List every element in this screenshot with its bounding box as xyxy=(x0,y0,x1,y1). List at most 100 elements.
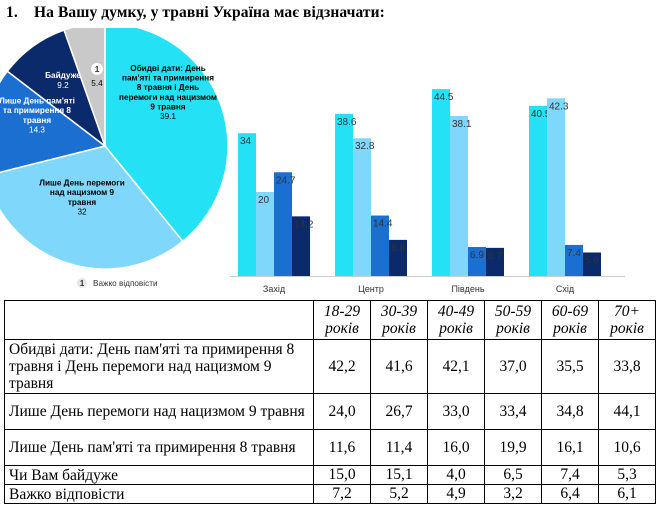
data-label: 14.2 xyxy=(294,219,314,230)
table-row: Лише День перемоги над нацизмом 9 травня… xyxy=(4,393,656,430)
legend-marker xyxy=(91,63,103,75)
data-label: 38.1 xyxy=(452,119,472,130)
question-number: 1. xyxy=(6,4,18,21)
bar xyxy=(256,192,274,276)
data-label: 32.8 xyxy=(355,141,375,152)
bar xyxy=(529,105,547,277)
table-cell: 11,4 xyxy=(370,429,428,466)
table-cell: 33,0 xyxy=(427,393,485,430)
table-cell: 42,2 xyxy=(313,339,371,394)
bar-chart: 34 20 24.7 14.2 Захід 38.6 32.8 14.4 8.6 Центр 44.… xyxy=(230,89,625,294)
pie-label: Лише День перемоги xyxy=(39,179,125,188)
table-header-cell: 30-39 років xyxy=(370,300,428,340)
table-cell: 4,9 xyxy=(427,484,485,504)
bar xyxy=(389,239,407,276)
table-cell: 33,8 xyxy=(598,339,656,394)
table-cell: 15,0 xyxy=(313,465,371,485)
table-cell: 4,0 xyxy=(427,465,485,485)
pie-value: 5.4 xyxy=(91,79,103,88)
question-title: 1. На Вашу думку, у травні Україна має ві… xyxy=(6,4,385,22)
x-tick-label: Схід xyxy=(556,284,575,294)
table-cell: 37,0 xyxy=(484,339,542,394)
data-label: 44.5 xyxy=(434,92,454,103)
row-label: Важко відповісти xyxy=(4,484,314,504)
row-label: Чи Вам байдуже xyxy=(4,465,314,485)
table-row: Обидві дати: День пам'яті та примирення … xyxy=(4,339,656,394)
data-label: 40.5 xyxy=(531,109,551,120)
data-label: 6.9 xyxy=(470,250,484,261)
pie-label: травня xyxy=(68,198,97,207)
bar xyxy=(565,244,583,276)
table-cell: 34,8 xyxy=(541,393,599,430)
bar xyxy=(468,247,486,276)
table-cell: 41,6 xyxy=(370,339,428,394)
table-header-row: 18-29 років 30-39 років 40-49 років 50-5… xyxy=(4,300,656,340)
table-cell: 16,1 xyxy=(541,429,599,466)
bar xyxy=(486,247,504,276)
table-cell: 5,3 xyxy=(598,465,656,485)
pie-label: 9 травня xyxy=(150,102,185,111)
table-header-corner xyxy=(4,300,314,340)
table-cell: 19,9 xyxy=(484,429,542,466)
legend-marker-label: 1 xyxy=(80,279,85,288)
pie-value: 32 xyxy=(77,207,87,216)
table-row: Важко відповісти 7,2 5,2 4,9 3,2 6,4 6,1 xyxy=(4,484,656,504)
table-cell: 42,1 xyxy=(427,339,485,394)
table-cell: 24,0 xyxy=(313,393,371,430)
data-label: 24.7 xyxy=(276,175,296,186)
pie-slice xyxy=(0,145,184,270)
row-label: Обидві дати: День пам'яті та примирення … xyxy=(4,339,314,394)
legend-marker xyxy=(77,278,87,288)
pie-label: та примирення 8 xyxy=(3,106,71,115)
table-cell: 6,1 xyxy=(598,484,656,504)
x-tick-label: Центр xyxy=(358,284,384,294)
row-label: Лише День пам'яті та примирення 8 травня xyxy=(4,429,314,466)
pie-value: 9.2 xyxy=(57,81,69,90)
pie-slice xyxy=(0,70,107,174)
table-cell: 16,0 xyxy=(427,429,485,466)
table-cell: 11,6 xyxy=(313,429,371,466)
pie-label: 1 xyxy=(95,65,100,74)
table-header-cell: 50-59 років xyxy=(484,300,542,340)
data-label: 6.7 xyxy=(488,251,502,262)
bar xyxy=(274,172,292,276)
bar xyxy=(547,98,565,276)
table-header-cell: 70+ років xyxy=(598,300,656,340)
table-cell: 33,4 xyxy=(484,393,542,430)
table-cell: 26,7 xyxy=(370,393,428,430)
table-cell: 10,6 xyxy=(598,429,656,466)
table-cell: 6,4 xyxy=(541,484,599,504)
bar xyxy=(583,252,601,276)
table-cell: 44,1 xyxy=(598,393,656,430)
bar xyxy=(450,115,468,276)
bar xyxy=(353,138,371,276)
bar xyxy=(335,113,353,276)
legend-label: Важко відповісти xyxy=(93,279,158,288)
table-cell: 7,4 xyxy=(541,465,599,485)
data-label: 5.6 xyxy=(585,256,599,267)
pie-slice xyxy=(104,28,229,243)
table-header-cell: 18-29 років xyxy=(313,300,371,340)
data-label: 34 xyxy=(240,136,252,147)
data-label: 42.3 xyxy=(549,101,569,112)
table-row: Лише День пам'яті та примирення 8 травня… xyxy=(4,429,656,466)
pie-value: 39.1 xyxy=(160,112,176,121)
data-label: 8.6 xyxy=(391,243,405,254)
pie-label: травня xyxy=(23,116,52,125)
table-cell: 15,1 xyxy=(370,465,428,485)
pie-value: 14.3 xyxy=(29,125,45,134)
table-cell: 7,2 xyxy=(313,484,371,504)
table-header-cell: 40-49 років xyxy=(427,300,485,340)
row-label: Лише День перемоги над нацизмом 9 травня xyxy=(4,393,314,430)
table-cell: 3,2 xyxy=(484,484,542,504)
pie-slice xyxy=(63,28,106,147)
pie-label: перемоги над нацизмом xyxy=(119,93,217,102)
table-cell: 5,2 xyxy=(370,484,428,504)
x-tick-label: Захід xyxy=(263,284,286,294)
bar xyxy=(432,89,450,276)
data-label: 14.4 xyxy=(373,219,393,230)
table-row: Чи Вам байдуже 15,0 15,1 4,0 6,5 7,4 5,3 xyxy=(4,465,656,485)
bar xyxy=(238,133,256,276)
pie-label: Байдуже xyxy=(45,71,81,80)
table-cell: 35,5 xyxy=(541,339,599,394)
